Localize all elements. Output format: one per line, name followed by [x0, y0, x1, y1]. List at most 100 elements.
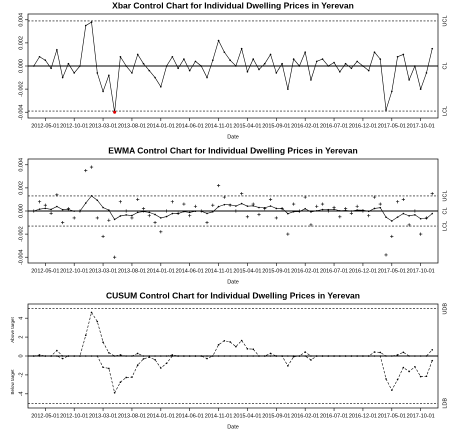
point — [171, 355, 174, 357]
point — [246, 348, 249, 350]
point — [425, 217, 428, 220]
x-tick-label: 2015-09-01 — [262, 413, 290, 419]
point — [136, 211, 139, 214]
point — [234, 209, 238, 213]
point — [183, 58, 185, 60]
point — [211, 203, 215, 207]
point — [131, 214, 133, 217]
point — [391, 389, 393, 391]
point — [344, 209, 347, 212]
point — [188, 214, 192, 218]
x-tick-label: 2013-03-01 — [89, 413, 117, 419]
point — [315, 60, 318, 63]
y-tick-label: 0.004 — [18, 158, 24, 172]
x-tick-label: 2016-12-01 — [349, 268, 377, 274]
point — [396, 216, 399, 218]
point — [384, 253, 388, 257]
point — [96, 320, 99, 323]
point — [275, 72, 278, 74]
point — [327, 355, 330, 357]
point — [281, 207, 283, 210]
point — [211, 211, 214, 213]
point — [177, 355, 179, 357]
point — [154, 76, 156, 79]
point — [223, 355, 226, 357]
x-tick-label: 2012-10-01 — [60, 268, 88, 274]
control-label: CL — [442, 62, 448, 69]
point — [102, 206, 104, 209]
point — [419, 375, 422, 378]
point — [362, 65, 364, 67]
point — [142, 358, 145, 360]
point — [281, 62, 283, 65]
point — [349, 211, 353, 215]
point — [315, 209, 318, 212]
point — [136, 53, 139, 56]
point — [304, 207, 306, 210]
point — [402, 212, 405, 215]
point — [79, 355, 81, 357]
point — [142, 355, 145, 357]
point — [90, 195, 93, 197]
point — [321, 58, 324, 60]
point — [113, 255, 117, 259]
point — [390, 234, 394, 239]
point — [275, 355, 278, 357]
x-tick-label: 2017-10-01 — [407, 123, 435, 129]
y-tick-label: 0.002 — [18, 181, 24, 195]
point — [223, 51, 226, 53]
point — [304, 351, 306, 353]
point — [102, 341, 104, 343]
point — [90, 311, 93, 314]
point — [258, 206, 260, 209]
point — [142, 62, 145, 65]
x-tick-label: 2016-02-01 — [291, 268, 319, 274]
y-tick-label: -2 — [18, 372, 24, 377]
point — [102, 90, 104, 93]
point — [240, 47, 243, 50]
point — [252, 58, 255, 60]
point — [32, 65, 35, 67]
point — [235, 355, 237, 357]
point — [124, 209, 128, 213]
point — [188, 69, 191, 72]
point — [79, 210, 81, 212]
point — [113, 391, 116, 394]
point — [131, 376, 133, 378]
point — [50, 355, 52, 357]
point — [67, 208, 70, 211]
point — [84, 202, 87, 204]
point — [206, 212, 208, 215]
point — [177, 67, 179, 70]
point — [425, 375, 428, 378]
x-tick-label: 2017-10-01 — [407, 268, 435, 274]
point — [90, 355, 93, 357]
point — [136, 197, 140, 202]
point — [96, 199, 99, 202]
point — [362, 355, 364, 357]
point — [165, 362, 168, 365]
point — [333, 355, 335, 357]
point — [200, 355, 203, 357]
point — [395, 200, 400, 204]
point — [159, 230, 163, 234]
point — [50, 208, 52, 211]
point — [391, 355, 393, 357]
point — [263, 62, 266, 65]
control-label: UCL — [442, 190, 448, 201]
point — [408, 79, 410, 81]
x-axis-label: Date — [227, 134, 239, 140]
point — [333, 61, 335, 64]
y-tick-label: 4 — [18, 317, 24, 320]
control-label: LCL — [442, 221, 448, 231]
point — [211, 59, 214, 62]
point — [148, 69, 151, 72]
x-tick-label: 2015-04-01 — [233, 123, 261, 129]
x-tick-label: 2012-05-01 — [31, 123, 59, 129]
point — [125, 355, 127, 357]
point — [367, 214, 371, 218]
point — [101, 234, 105, 239]
point — [217, 39, 220, 42]
point — [223, 339, 226, 342]
